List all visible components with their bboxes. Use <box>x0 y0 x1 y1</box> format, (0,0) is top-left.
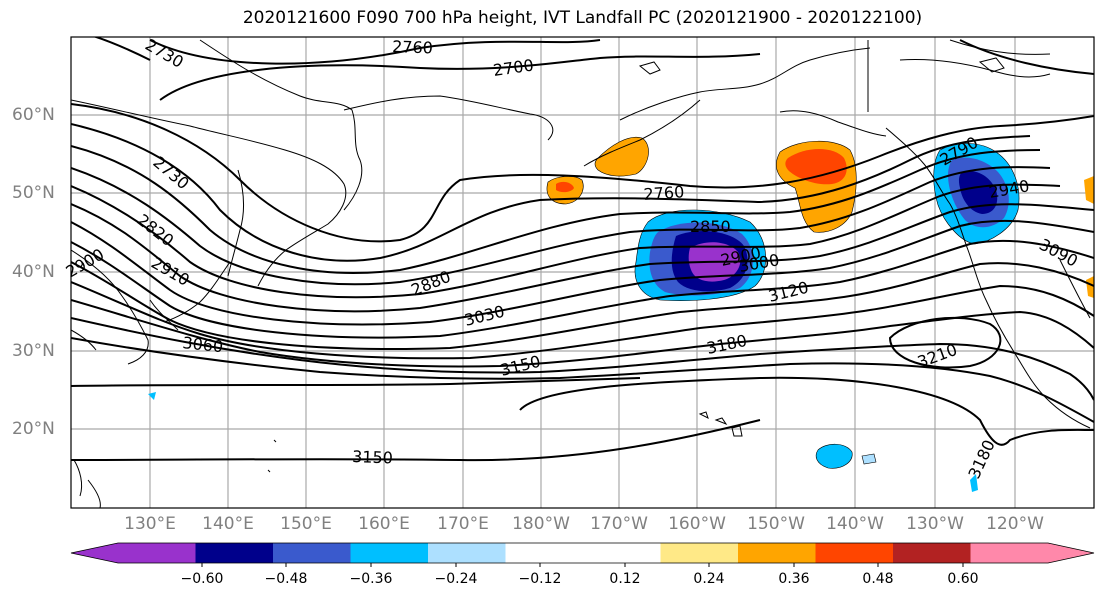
contour-label: 2730 <box>142 35 187 72</box>
colorbar-tick-label: −0.60 <box>180 571 224 587</box>
contour-label: 3150 <box>352 447 393 467</box>
colorbar-min-extension <box>71 543 118 563</box>
colorbar-tick-label: 0.36 <box>778 571 810 587</box>
lat-label: 40°N <box>12 262 55 282</box>
height-contours <box>71 37 1094 462</box>
contour-label: 3060 <box>182 333 224 356</box>
colorbar-tick-label: 0.48 <box>862 571 894 587</box>
contour-label: 2700 <box>492 55 535 79</box>
colorbar-segment <box>738 543 816 563</box>
colorbar-segment <box>428 543 506 563</box>
lon-label: 170°E <box>437 514 489 534</box>
contour-label: 2760 <box>392 37 433 57</box>
contour-label: 3180 <box>705 331 749 358</box>
lat-label: 30°N <box>12 341 55 361</box>
colorbar-max-extension <box>1048 543 1094 563</box>
colorbar <box>70 542 1095 567</box>
colorbar-tick-label: −0.24 <box>434 571 478 587</box>
lat-label: 60°N <box>12 105 55 125</box>
contour-label: 3180 <box>964 437 998 482</box>
colorbar-segment <box>350 543 429 563</box>
lat-label: 50°N <box>12 183 55 203</box>
colorbar-outline <box>70 542 1095 564</box>
contour-label: 3090 <box>1036 235 1081 271</box>
colorbar-tick-label: −0.36 <box>349 571 393 587</box>
lon-label: 120°W <box>986 514 1044 534</box>
lat-label: 20°N <box>12 419 55 439</box>
colorbar-segment <box>195 543 274 563</box>
colorbar-segment <box>660 543 739 563</box>
colorbar-segment <box>893 543 971 563</box>
lon-label: 140°E <box>202 514 254 534</box>
ivt-shading <box>148 136 1094 492</box>
contour-label: 3030 <box>462 302 506 330</box>
lon-label: 160°E <box>358 514 410 534</box>
colorbar-tick-label: 0.12 <box>609 571 641 587</box>
lon-label: 150°W <box>747 514 805 534</box>
lon-label: 140°W <box>826 514 884 534</box>
contour-label: 2730 <box>149 153 192 194</box>
lon-label: 180°W <box>512 514 570 534</box>
colorbar-tick-label: −0.48 <box>264 571 308 587</box>
lon-label: 130°E <box>124 514 176 534</box>
map-title: 2020121600 F090 700 hPa height, IVT Land… <box>242 8 923 28</box>
coastlines <box>71 39 1091 508</box>
colorbar-segment <box>505 543 584 563</box>
colorbar-tick-label: −0.12 <box>518 571 562 587</box>
map-frame <box>70 36 1095 509</box>
colorbar-segment <box>970 543 1049 563</box>
colorbar-segment <box>583 543 661 563</box>
colorbar-segment <box>273 543 351 563</box>
lon-label: 150°E <box>280 514 332 534</box>
lon-label: 170°W <box>590 514 648 534</box>
contour-label: 2850 <box>690 217 731 236</box>
lon-label: 130°W <box>906 514 964 534</box>
colorbar-tick-label: 0.60 <box>947 571 979 587</box>
colorbar-segment <box>118 543 196 563</box>
lon-label: 160°W <box>668 514 726 534</box>
colorbar-tick-label: 0.24 <box>693 571 725 587</box>
contour-label: 2760 <box>643 182 685 204</box>
graticule <box>71 37 1094 508</box>
colorbar-segment <box>815 543 894 563</box>
